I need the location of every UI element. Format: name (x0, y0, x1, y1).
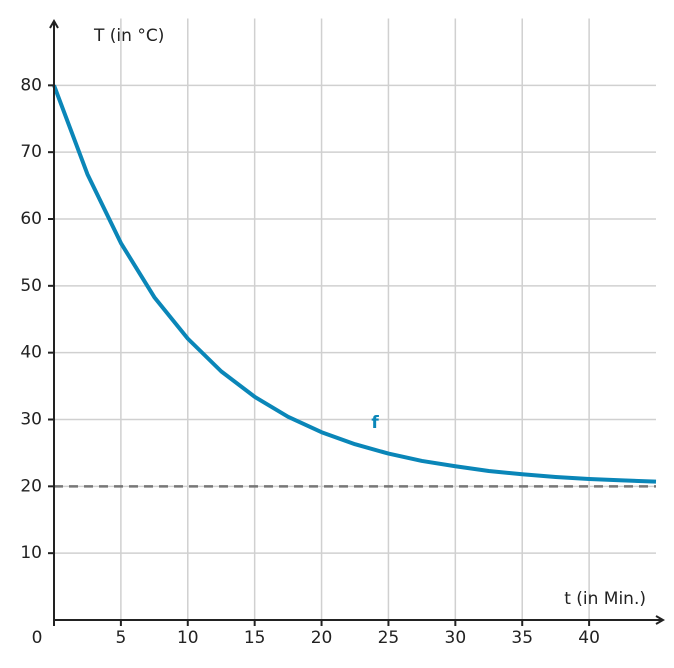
curve (52, 84, 657, 484)
y-tick-label: 30 (20, 410, 42, 430)
x-tick-label: 35 (511, 628, 533, 648)
plot: f (52, 84, 657, 488)
x-axis-label: t (in Min.) (564, 589, 646, 609)
y-tick-label: 10 (20, 543, 42, 563)
y-tick-label: 20 (20, 476, 42, 496)
x-tick-label: 10 (177, 628, 199, 648)
x-tick-label: 25 (378, 628, 400, 648)
y-tick-label: 40 (20, 343, 42, 363)
y-axis-label: T (in °C) (93, 26, 164, 46)
y-tick-label: 80 (20, 75, 42, 95)
curve-label: f (371, 413, 379, 433)
x-tick-label: 40 (578, 628, 600, 648)
x-tick-label: 5 (115, 628, 126, 648)
y-tick-label: 60 (20, 209, 42, 229)
grid (54, 18, 656, 620)
x-tick-label: 0 (32, 628, 43, 648)
y-tick-label: 70 (20, 142, 42, 162)
y-tick-label: 50 (20, 276, 42, 296)
x-tick-label: 15 (244, 628, 266, 648)
x-tick-label: 30 (445, 628, 467, 648)
x-tick-label: 20 (311, 628, 333, 648)
